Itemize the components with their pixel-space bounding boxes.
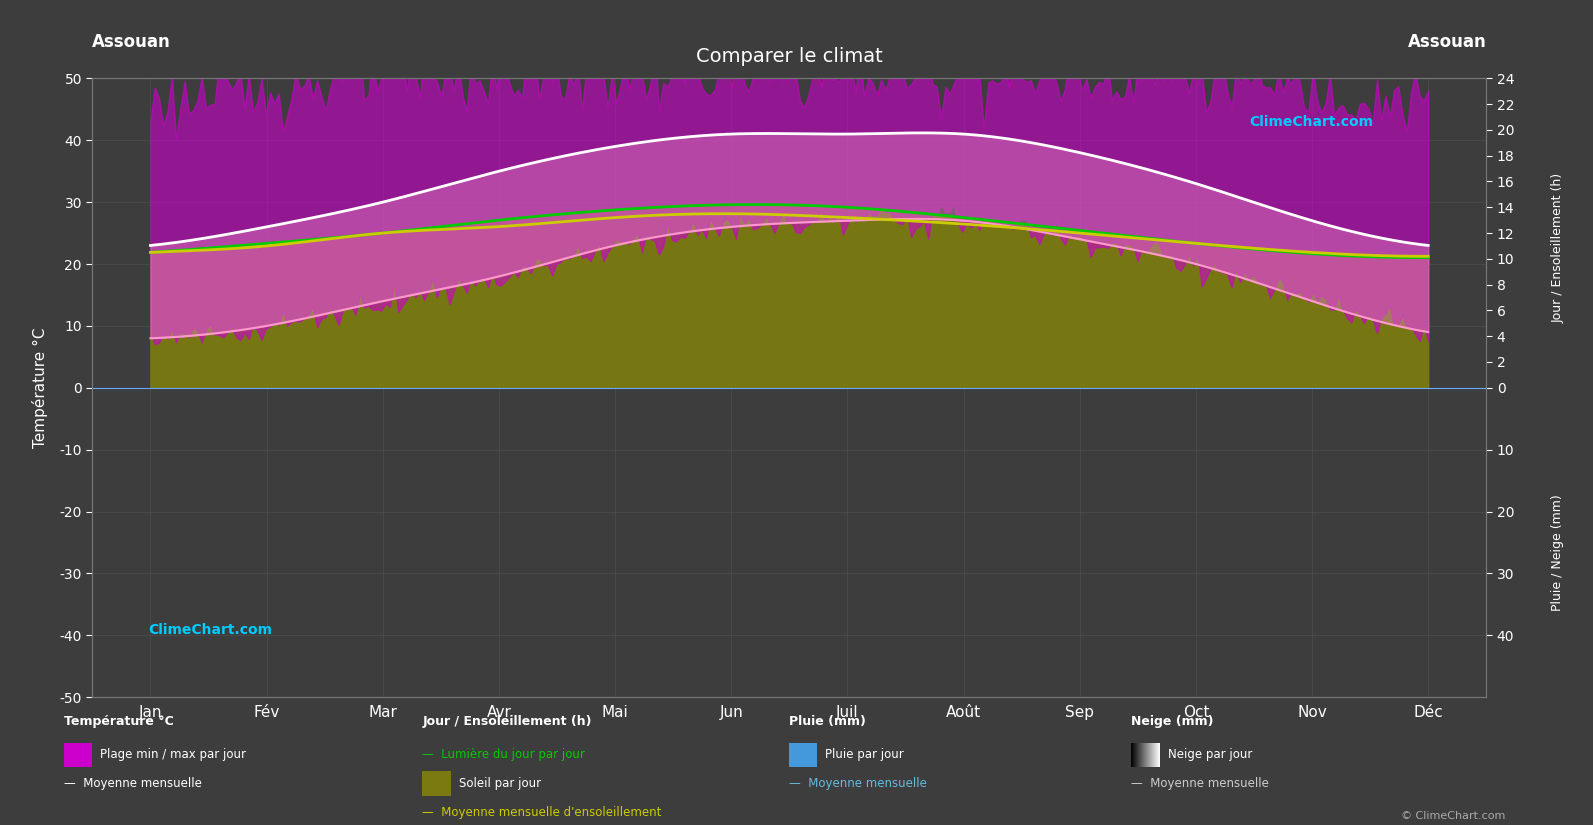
Text: Jour / Ensoleillement (h): Jour / Ensoleillement (h) [1552, 172, 1564, 323]
Text: Neige (mm): Neige (mm) [1131, 715, 1214, 728]
Text: Pluie / Neige (mm): Pluie / Neige (mm) [1552, 494, 1564, 611]
Text: Neige par jour: Neige par jour [1168, 748, 1252, 761]
Text: Soleil par jour: Soleil par jour [459, 777, 542, 790]
Text: Assouan: Assouan [1408, 32, 1486, 50]
Text: —  Moyenne mensuelle: — Moyenne mensuelle [64, 777, 202, 790]
Text: Jour / Ensoleillement (h): Jour / Ensoleillement (h) [422, 715, 591, 728]
Y-axis label: Température °C: Température °C [32, 328, 48, 448]
Text: Pluie par jour: Pluie par jour [825, 748, 903, 761]
Text: ClimeChart.com: ClimeChart.com [148, 623, 272, 637]
Text: Plage min / max par jour: Plage min / max par jour [100, 748, 247, 761]
Title: Comparer le climat: Comparer le climat [696, 47, 883, 66]
Text: —  Moyenne mensuelle d'ensoleillement: — Moyenne mensuelle d'ensoleillement [422, 806, 661, 819]
Text: © ClimeChart.com: © ClimeChart.com [1400, 811, 1505, 821]
Text: —  Moyenne mensuelle: — Moyenne mensuelle [789, 777, 927, 790]
Text: —  Lumière du jour par jour: — Lumière du jour par jour [422, 748, 585, 761]
Text: —  Moyenne mensuelle: — Moyenne mensuelle [1131, 777, 1270, 790]
Text: Assouan: Assouan [92, 32, 170, 50]
Text: ClimeChart.com: ClimeChart.com [1249, 116, 1373, 130]
Text: Pluie (mm): Pluie (mm) [789, 715, 865, 728]
Text: Température °C: Température °C [64, 715, 174, 728]
